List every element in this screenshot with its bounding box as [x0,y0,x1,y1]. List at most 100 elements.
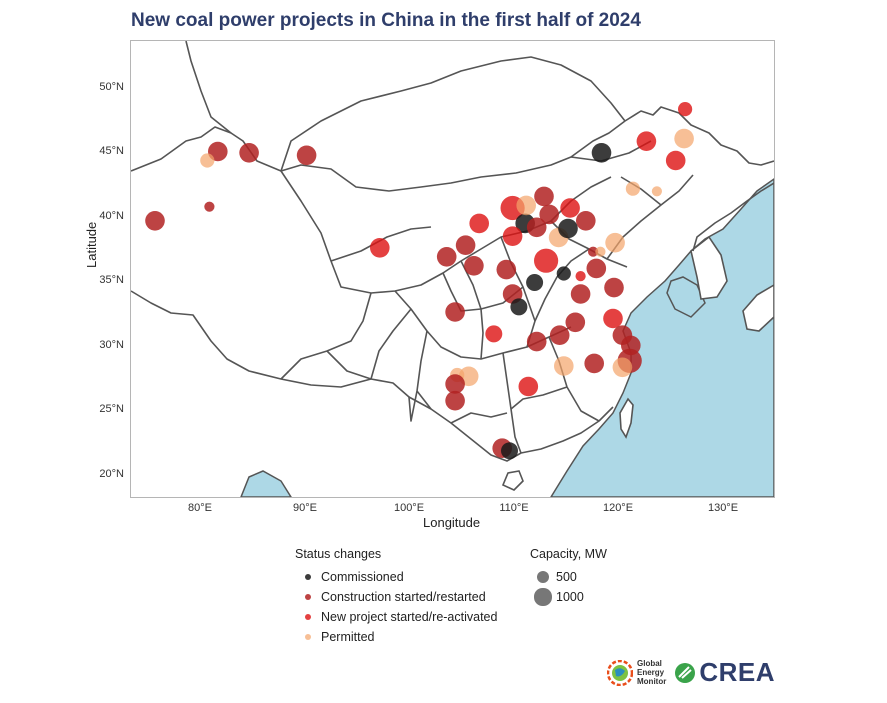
boundaries [131,41,774,462]
plant-marker-new_project [603,308,623,329]
gem-logo-line: Global [637,659,662,668]
plant-marker-new_project [502,226,523,246]
logos: Global Energy Monitor CREA [607,657,775,688]
plant-marker-new_project [469,213,490,234]
capacity-legend-title: Capacity, MW [530,547,607,561]
plant-marker-commissioned [591,143,612,163]
plant-marker-new_project [560,198,580,218]
plant-marker-permitted [595,246,606,257]
x-axis-title: Longitude [423,515,481,530]
plant-marker-permitted [612,357,633,378]
plant-marker-permitted [651,186,663,197]
plant-marker-new_project [518,376,539,397]
x-tick-90: 90°E [293,502,317,514]
leaf-icon [675,662,696,683]
y-tick-50: 50°N [99,81,124,93]
plant-marker-construction [239,143,259,163]
plant-marker-construction [604,277,624,298]
legend-item-commissioned: Commissioned [295,567,497,587]
plant-marker-construction [496,259,517,280]
gem-logo-line: Monitor [637,677,667,686]
plant-marker-commissioned [510,298,528,316]
crea-logo: CREA [674,657,775,688]
legend-label: 500 [556,570,577,584]
plant-marker-construction [445,374,465,394]
plant-markers [145,102,694,460]
plant-marker-permitted [674,128,694,149]
y-tick-45: 45°N [99,145,124,157]
map-panel [130,40,775,498]
plant-marker-permitted [516,195,536,216]
plant-marker-construction [436,247,457,267]
plant-marker-construction [204,201,215,212]
x-tick-120: 120°E [602,502,634,514]
plant-marker-construction [584,353,604,374]
legend-label: Permitted [321,630,375,644]
permitted-swatch [305,634,311,640]
x-tick-110: 110°E [499,502,529,514]
japan-outline [742,284,774,332]
plant-marker-construction [588,246,599,257]
plant-marker-construction [565,312,586,333]
y-tick-35: 35°N [99,274,124,286]
crea-logo-text: CREA [699,657,775,687]
legend-label: Construction started/restarted [321,590,486,604]
plant-marker-commissioned [556,266,571,281]
y-tick-40: 40°N [99,210,124,222]
capacity-500-swatch [536,570,550,584]
legend-item-permitted: Permitted [295,627,497,647]
capacity-legend: Capacity, MW 500 1000 [530,547,607,607]
legend-item-500mw: 500 [530,567,607,587]
y-tick-25: 25°N [99,403,124,415]
plant-marker-construction [445,390,465,411]
y-axis-title: Latitude [84,221,99,268]
y-tick-30: 30°N [99,339,124,351]
gem-logo-line: Energy [637,668,665,677]
gem-logo: Global Energy Monitor [607,659,666,686]
plant-marker-new_project [678,102,693,117]
commissioned-swatch [305,574,311,580]
plant-marker-construction [455,235,476,255]
plant-marker-new_project [370,238,390,258]
plant-marker-construction [586,258,607,279]
hainan-outline [501,470,524,491]
plant-marker-construction [570,284,591,304]
plant-marker-commissioned [501,442,518,460]
plant-marker-construction [445,302,465,322]
y-tick-20: 20°N [99,468,124,480]
taiwan-outline [619,397,634,439]
plant-marker-permitted [554,356,574,376]
korea-outline [690,235,728,300]
plant-marker-new_project [665,150,686,171]
status-legend: Status changes Commissioned Construction… [295,547,497,647]
plant-marker-construction [539,204,559,225]
capacity-1000-swatch [534,588,552,606]
china-map [131,41,774,497]
x-tick-100: 100°E [393,502,425,514]
plant-marker-permitted [200,153,215,168]
plant-marker-construction [549,325,570,346]
status-legend-title: Status changes [295,547,382,561]
legend-label: 1000 [556,590,584,604]
plant-marker-construction [145,211,165,231]
plant-marker-permitted [625,181,640,196]
plant-marker-construction [576,211,596,231]
legend-item-1000mw: 1000 [530,587,607,607]
new-project-swatch [305,614,311,620]
chart-title: New coal power projects in China in the … [131,10,641,31]
plant-marker-commissioned [558,218,578,239]
plant-marker-new_project [636,131,657,151]
construction-swatch [305,594,311,600]
plant-marker-permitted [605,232,625,253]
plant-marker-construction [464,256,484,276]
globe-icon [607,659,633,686]
plant-marker-new_project [485,325,503,343]
plant-marker-commissioned [526,274,544,291]
legend-item-new-project: New project started/re-activated [295,607,497,627]
x-tick-80: 80°E [188,502,212,514]
x-tick-130: 130°E [707,502,739,514]
legend-label: Commissioned [321,570,404,584]
plant-marker-construction [526,331,547,352]
plant-marker-new_project [534,248,559,273]
plant-marker-new_project [575,271,586,282]
